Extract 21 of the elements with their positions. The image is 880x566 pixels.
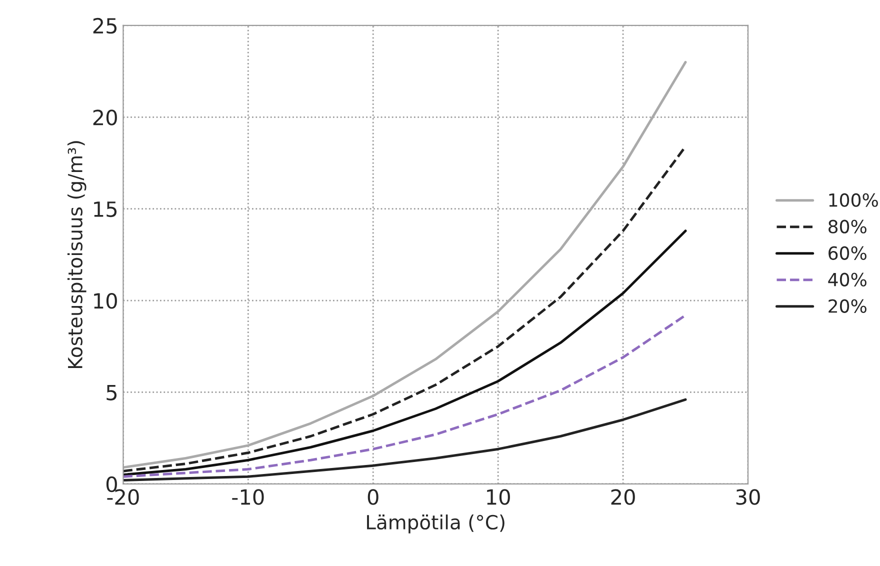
x-tick-label: 10 <box>487 489 510 505</box>
legend-label: 100% <box>829 193 878 207</box>
legend-label: 40% <box>828 272 866 286</box>
y-axis-title: Kosteuspitoisuus (g/m³) <box>67 141 86 368</box>
line-series <box>123 398 687 482</box>
y-tick-label: 20 <box>93 110 117 126</box>
x-tick-label: -10 <box>232 489 264 505</box>
legend-label: 60% <box>828 246 866 260</box>
x-tick-label: 20 <box>611 489 635 505</box>
x-tick-label: 30 <box>736 489 760 505</box>
line-series <box>123 230 687 476</box>
line-series <box>123 314 687 478</box>
x-tick-label: 0 <box>368 489 378 505</box>
y-tick-label: 25 <box>93 18 117 34</box>
legend-label: 80% <box>828 220 866 234</box>
y-tick-label: 15 <box>94 202 117 218</box>
y-tick-label: 10 <box>94 293 117 309</box>
y-tick-label: 5 <box>106 384 117 400</box>
legend-label: 20% <box>828 299 866 313</box>
x-axis-title: Lämpötila (°C) <box>367 514 504 534</box>
line-series <box>123 60 687 469</box>
